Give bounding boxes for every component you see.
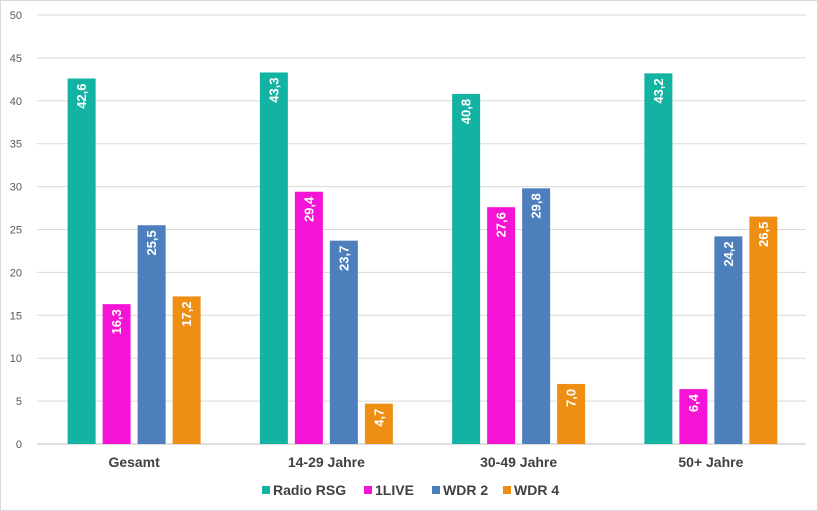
data-label: 29,8 — [529, 193, 544, 218]
data-label: 17,2 — [179, 301, 194, 326]
legend-swatch — [432, 486, 440, 494]
bar-wdr-4 — [364, 403, 393, 444]
bar-radio-rsg — [259, 72, 288, 445]
data-label: 16,3 — [109, 309, 124, 334]
legend-label: Radio RSG — [273, 482, 346, 498]
legend-swatch — [262, 486, 270, 494]
bar-1live — [102, 304, 131, 444]
data-label: 25,5 — [144, 230, 159, 255]
bar-1live — [294, 191, 323, 444]
bar-radio-rsg — [67, 78, 96, 444]
y-tick-label: 10 — [10, 353, 22, 365]
y-tick-label: 30 — [10, 182, 22, 194]
bar-wdr-4 — [172, 296, 201, 444]
legend: Radio RSG 1LIVE WDR 2 WDR 4 — [262, 482, 559, 498]
y-tick-label: 5 — [16, 396, 22, 408]
y-tick-label: 20 — [10, 267, 22, 279]
bars: 42,6 16,3 25,5 17,2 43,3 29,4 23,7 4,7 40,8 27,6 2… — [67, 72, 778, 445]
bar-radio-rsg — [644, 73, 673, 445]
x-category-label: 14-29 Jahre — [288, 454, 365, 470]
bar-wdr-4 — [749, 216, 778, 444]
x-axis-categories: Gesamt 14-29 Jahre 30-49 Jahre 50+ Jahre — [108, 454, 743, 470]
bar-wdr-4 — [557, 383, 586, 444]
y-tick-label: 25 — [10, 225, 22, 237]
x-category-label: Gesamt — [108, 454, 160, 470]
legend-label: WDR 2 — [443, 482, 488, 498]
y-axis-ticks: 0 5 10 15 20 25 30 35 40 45 50 — [10, 10, 22, 451]
legend-swatch — [503, 486, 511, 494]
data-label: 29,4 — [301, 196, 316, 222]
y-tick-label: 35 — [10, 139, 22, 151]
legend-item: WDR 2 — [432, 482, 488, 498]
bar-wdr-2 — [137, 225, 166, 444]
bar-wdr-2 — [329, 240, 358, 444]
bar-radio-rsg — [452, 93, 481, 444]
legend-label: 1LIVE — [375, 482, 414, 498]
legend-item: 1LIVE — [364, 482, 414, 498]
legend-item: Radio RSG — [262, 482, 346, 498]
y-tick-label: 45 — [10, 53, 22, 65]
x-category-label: 50+ Jahre — [678, 454, 743, 470]
data-label: 4,7 — [371, 409, 386, 427]
y-tick-label: 50 — [10, 10, 22, 22]
y-tick-label: 40 — [10, 96, 22, 108]
y-tick-label: 0 — [16, 439, 22, 451]
data-label: 26,5 — [756, 222, 771, 247]
legend-item: WDR 4 — [503, 482, 559, 498]
legend-label: WDR 4 — [514, 482, 559, 498]
bar-1live — [679, 389, 708, 444]
data-label: 23,7 — [336, 246, 351, 271]
data-label: 6,4 — [686, 393, 701, 412]
bar-1live — [487, 207, 516, 444]
x-category-label: 30-49 Jahre — [480, 454, 557, 470]
y-tick-label: 15 — [10, 310, 22, 322]
data-label: 40,8 — [459, 99, 474, 124]
bar-wdr-2 — [714, 236, 743, 444]
data-label: 27,6 — [494, 212, 509, 237]
data-label: 43,2 — [651, 78, 666, 103]
data-label: 24,2 — [721, 241, 736, 266]
data-label: 43,3 — [266, 77, 281, 102]
data-label: 42,6 — [74, 83, 89, 108]
bar-wdr-2 — [522, 188, 551, 444]
legend-swatch — [364, 486, 372, 494]
data-label: 7,0 — [564, 389, 579, 407]
